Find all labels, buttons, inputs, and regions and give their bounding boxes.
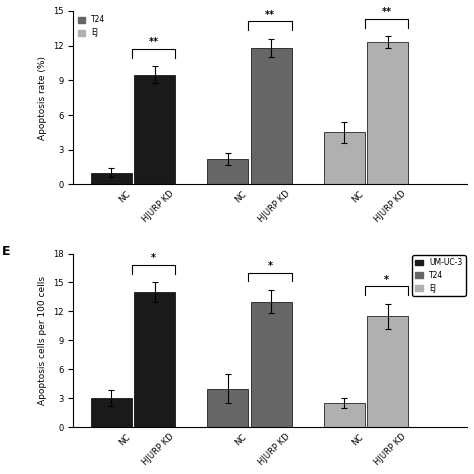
Bar [135, 292, 175, 427]
Text: E: E [2, 245, 10, 258]
Bar [135, 74, 175, 184]
Y-axis label: Apoptosis rate (%): Apoptosis rate (%) [38, 55, 47, 140]
Bar [324, 132, 365, 184]
Bar [251, 48, 292, 184]
Legend: UM-UC-3, T24, EJ: UM-UC-3, T24, EJ [412, 255, 465, 296]
Text: **: ** [265, 9, 275, 19]
Bar [251, 302, 292, 427]
Bar [324, 403, 365, 427]
Bar [367, 42, 408, 184]
Bar [91, 398, 132, 427]
Bar [208, 389, 248, 427]
Text: *: * [384, 274, 389, 284]
Text: **: ** [382, 7, 392, 17]
Bar [367, 316, 408, 427]
Text: **: ** [149, 37, 159, 47]
Legend: T24, EJ: T24, EJ [74, 12, 109, 40]
Text: *: * [267, 261, 273, 271]
Bar [91, 173, 132, 184]
Bar [208, 159, 248, 184]
Text: *: * [151, 254, 156, 264]
Y-axis label: Apoptosis cells per 100 cells: Apoptosis cells per 100 cells [38, 276, 47, 405]
